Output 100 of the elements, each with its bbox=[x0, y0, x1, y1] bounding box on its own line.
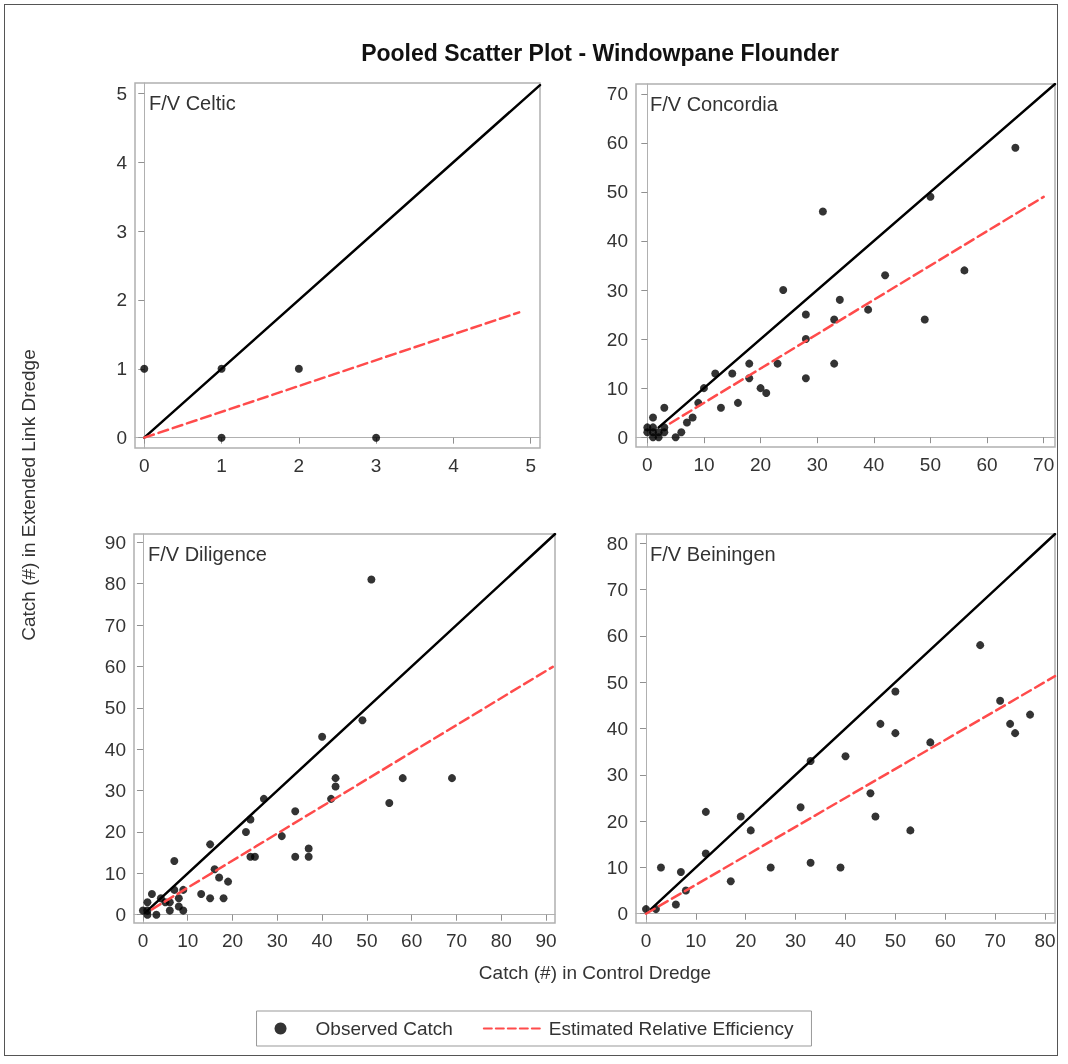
x-tick-label: 60 bbox=[934, 930, 956, 951]
y-tick-label: 0 bbox=[617, 903, 628, 925]
y-tick-label: 5 bbox=[116, 82, 127, 104]
x-tick-label: 70 bbox=[445, 930, 468, 951]
point bbox=[728, 369, 737, 378]
point bbox=[358, 716, 367, 725]
point bbox=[866, 789, 875, 798]
x-tick-label: 80 bbox=[1034, 930, 1056, 951]
x-tick-label: 0 bbox=[640, 930, 652, 951]
x-tick-label: 70 bbox=[1033, 454, 1055, 475]
y-tick-label: 90 bbox=[104, 531, 126, 553]
y-tick-label: 60 bbox=[606, 132, 628, 154]
x-tick-label: 0 bbox=[138, 455, 150, 476]
y-tick-label: 20 bbox=[104, 821, 126, 843]
point bbox=[671, 900, 680, 909]
point bbox=[1026, 710, 1035, 719]
y-tick-label: 60 bbox=[104, 655, 126, 677]
x-tick-label: 4 bbox=[448, 455, 460, 476]
point bbox=[1006, 719, 1015, 728]
x-tick-label: 80 bbox=[490, 930, 512, 951]
chart-subtitle: F/V Beiningen bbox=[650, 543, 776, 565]
point bbox=[779, 286, 788, 295]
x-tick-label: 70 bbox=[984, 930, 1006, 951]
point bbox=[174, 894, 183, 903]
point bbox=[733, 398, 742, 407]
x-tick-label: 40 bbox=[834, 930, 857, 951]
point bbox=[648, 413, 657, 422]
point bbox=[165, 906, 174, 915]
point bbox=[143, 898, 152, 907]
point bbox=[331, 782, 340, 791]
y-tick-label: 50 bbox=[104, 697, 126, 719]
x-tick-label: 40 bbox=[863, 454, 885, 475]
point bbox=[801, 374, 810, 383]
point bbox=[448, 774, 456, 783]
y-tick-label: 40 bbox=[606, 718, 628, 739]
y-tick-label: 70 bbox=[606, 83, 628, 105]
x-tick-label: 60 bbox=[401, 930, 423, 951]
point bbox=[836, 863, 845, 872]
y-tick-label: 40 bbox=[606, 230, 628, 252]
point bbox=[864, 305, 873, 314]
y-tick-label: 40 bbox=[104, 738, 126, 760]
point bbox=[147, 890, 156, 899]
point bbox=[881, 271, 890, 280]
y-tick-label: 30 bbox=[606, 279, 628, 301]
x-tick-label: 30 bbox=[266, 930, 288, 951]
point bbox=[224, 877, 233, 886]
point bbox=[682, 418, 691, 427]
point bbox=[773, 359, 782, 368]
x-tick-label: 5 bbox=[525, 455, 537, 476]
point bbox=[219, 894, 228, 903]
x-tick-label: 40 bbox=[311, 930, 333, 951]
x-tick-label: 60 bbox=[976, 454, 998, 475]
x-tick-label: 20 bbox=[750, 454, 772, 475]
y-axis-title: Catch (#) in Extended Link Dredge bbox=[17, 349, 39, 641]
chart-subtitle: F/V Diligence bbox=[148, 543, 267, 565]
point bbox=[215, 873, 224, 882]
y-tick-label: 20 bbox=[606, 810, 628, 832]
x-tick-label: 10 bbox=[685, 930, 707, 951]
point bbox=[291, 807, 300, 816]
point bbox=[960, 266, 969, 275]
text: Pooled Scatter Plot - Windowpane Flounder bbox=[361, 39, 839, 66]
point bbox=[726, 877, 735, 886]
point bbox=[876, 719, 885, 728]
x-tick-label: 90 bbox=[535, 930, 557, 951]
y-tick-label: 4 bbox=[116, 151, 128, 173]
y-tick-label: 50 bbox=[606, 671, 628, 693]
x-tick-label: 20 bbox=[221, 930, 244, 951]
x-tick-label: 0 bbox=[137, 930, 149, 951]
chart-subtitle: F/V Celtic bbox=[149, 92, 236, 114]
point bbox=[906, 826, 915, 835]
legend-label: Observed Catch bbox=[315, 1018, 453, 1039]
y-tick-label: 1 bbox=[116, 358, 127, 380]
x-tick-label: 50 bbox=[884, 930, 906, 951]
point bbox=[688, 413, 697, 422]
point bbox=[677, 428, 686, 437]
point bbox=[174, 902, 183, 911]
point bbox=[1011, 143, 1020, 152]
point bbox=[716, 403, 725, 412]
point bbox=[660, 403, 669, 412]
legend-label: Estimated Relative Efficiency bbox=[548, 1018, 794, 1039]
y-tick-label: 70 bbox=[104, 614, 126, 636]
point bbox=[835, 295, 844, 304]
x-tick-label: 30 bbox=[806, 454, 828, 475]
x-tick-label: 2 bbox=[293, 455, 305, 476]
point bbox=[796, 803, 805, 812]
point bbox=[277, 832, 286, 841]
y-tick-label: 0 bbox=[116, 427, 127, 449]
y-tick-label: 20 bbox=[606, 328, 628, 350]
y-tick-label: 10 bbox=[606, 377, 628, 399]
point bbox=[762, 389, 771, 398]
point bbox=[197, 890, 206, 899]
point bbox=[830, 359, 839, 368]
point bbox=[736, 812, 745, 821]
point bbox=[756, 384, 765, 393]
point bbox=[331, 774, 340, 783]
point bbox=[920, 315, 929, 324]
point bbox=[206, 840, 215, 849]
x-tick-label: 1 bbox=[216, 455, 227, 476]
point bbox=[206, 894, 215, 903]
point bbox=[152, 910, 161, 919]
